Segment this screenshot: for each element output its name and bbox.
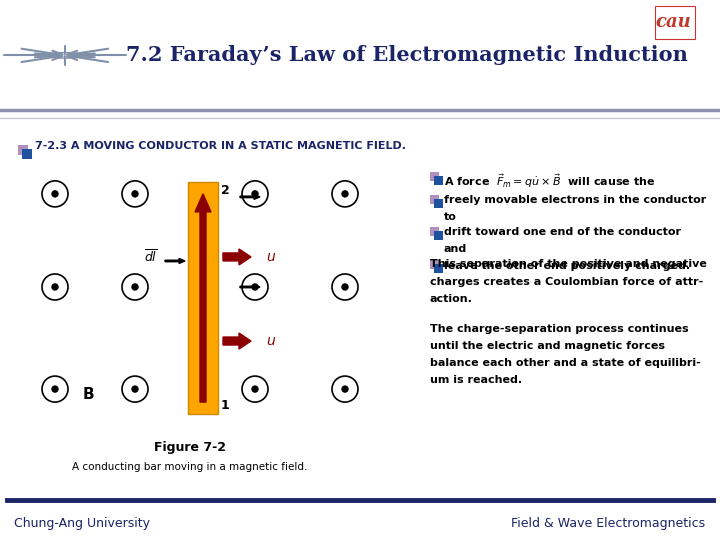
Bar	[22, 149, 32, 159]
Circle shape	[252, 386, 258, 392]
FancyArrow shape	[240, 194, 260, 199]
FancyArrow shape	[165, 259, 185, 264]
Circle shape	[132, 191, 138, 197]
Text: charges creates a Coulombian force of attr-: charges creates a Coulombian force of at…	[430, 277, 703, 287]
Circle shape	[132, 386, 138, 392]
Bar	[655, 5, 695, 39]
Circle shape	[342, 191, 348, 197]
Bar	[430, 172, 439, 181]
Text: $u$: $u$	[266, 250, 276, 264]
Text: drift toward one end of the conductor: drift toward one end of the conductor	[444, 227, 681, 237]
Text: $\overline{dl}$: $\overline{dl}$	[143, 249, 157, 265]
Text: until the electric and magnetic forces: until the electric and magnetic forces	[430, 341, 665, 351]
Circle shape	[252, 191, 258, 197]
Text: leave the other end positively charged.: leave the other end positively charged.	[444, 261, 690, 271]
Bar	[430, 195, 439, 204]
Text: This separation of the positive and negative: This separation of the positive and nega…	[430, 259, 707, 269]
Text: B: B	[82, 387, 94, 402]
Circle shape	[342, 386, 348, 392]
Text: freely movable electrons in the conductor: freely movable electrons in the conducto…	[444, 195, 706, 205]
Text: A conducting bar moving in a magnetic field.: A conducting bar moving in a magnetic fi…	[72, 462, 307, 472]
Bar	[434, 199, 443, 208]
Text: to: to	[444, 212, 457, 222]
Text: Figure 7-2: Figure 7-2	[154, 441, 226, 454]
FancyArrow shape	[195, 194, 211, 402]
Text: 1: 1	[221, 399, 230, 412]
Bar	[430, 227, 439, 236]
FancyArrow shape	[240, 285, 260, 289]
Text: and: and	[444, 244, 467, 254]
Circle shape	[342, 284, 348, 290]
Text: 2: 2	[221, 184, 230, 197]
Text: action.: action.	[430, 294, 473, 304]
Text: $u$: $u$	[266, 334, 276, 348]
Text: The charge-separation process continues: The charge-separation process continues	[430, 324, 688, 334]
FancyArrow shape	[223, 333, 251, 349]
Circle shape	[52, 284, 58, 290]
Text: um is reached.: um is reached.	[430, 375, 522, 385]
Text: Chung-Ang University: Chung-Ang University	[14, 517, 150, 530]
Text: balance each other and a state of equilibri-: balance each other and a state of equili…	[430, 358, 701, 368]
Bar	[18, 145, 28, 155]
Text: 7-2.3 A MOVING CONDUCTOR IN A STATIC MAGNETIC FIELD.: 7-2.3 A MOVING CONDUCTOR IN A STATIC MAG…	[35, 141, 406, 151]
Circle shape	[132, 284, 138, 290]
Text: 7.2 Faraday’s Law of Electromagnetic Induction: 7.2 Faraday’s Law of Electromagnetic Ind…	[126, 45, 688, 65]
Bar	[434, 176, 443, 185]
Text: cau: cau	[655, 13, 691, 31]
Circle shape	[52, 191, 58, 197]
Text: Field & Wave Electromagnetics: Field & Wave Electromagnetics	[511, 517, 706, 530]
Text: A force  $\vec{F}_m = q\dot{u}\times\vec{B}$  will cause the: A force $\vec{F}_m = q\dot{u}\times\vec{…	[444, 172, 655, 190]
Bar	[434, 264, 443, 273]
Circle shape	[52, 386, 58, 392]
Bar	[188, 182, 218, 414]
Circle shape	[252, 284, 258, 290]
FancyArrow shape	[223, 249, 251, 265]
Bar	[430, 260, 439, 269]
Bar	[434, 231, 443, 240]
